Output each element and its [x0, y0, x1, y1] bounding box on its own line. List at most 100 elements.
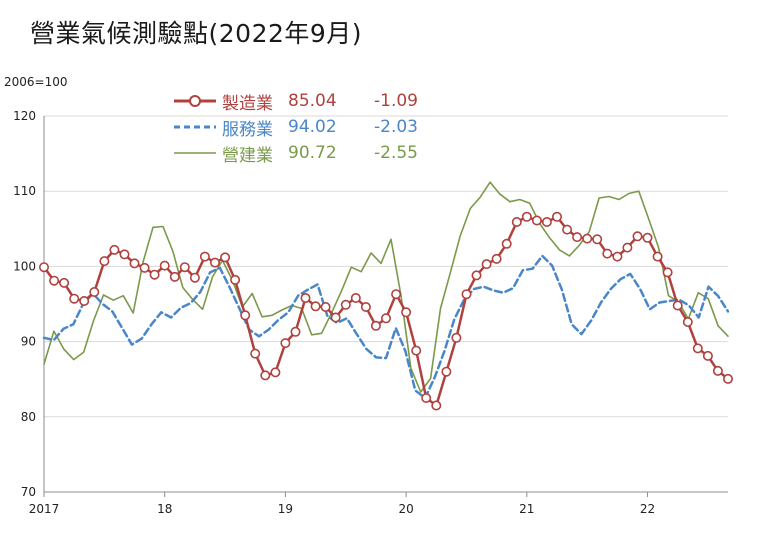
- data-point: [360, 301, 371, 312]
- data-point: [551, 211, 562, 222]
- legend-value: 85.04: [288, 91, 337, 111]
- data-point: [129, 258, 140, 269]
- data-point: [562, 224, 573, 235]
- data-point: [431, 400, 442, 411]
- y-tick-label: 120: [13, 109, 36, 123]
- series-line-2: [43, 181, 729, 393]
- data-point: [260, 370, 271, 381]
- x-tick-label: 21: [519, 502, 534, 516]
- data-point: [330, 312, 341, 323]
- legend-name: 服務業: [222, 119, 273, 140]
- x-tick-label: 19: [278, 502, 293, 516]
- data-point: [350, 292, 361, 303]
- legend-marker-manufacturing: [174, 95, 216, 107]
- legend-value: 94.02: [288, 117, 337, 137]
- data-point: [612, 251, 623, 262]
- x-tick-label: 18: [157, 502, 172, 516]
- data-point: [380, 313, 391, 324]
- legend-item-services: 服務業 94.02 -2.03: [172, 116, 434, 140]
- data-point: [441, 366, 452, 377]
- data-point: [722, 373, 733, 384]
- data-point: [642, 232, 653, 243]
- legend-value: 90.72: [288, 143, 337, 163]
- data-point: [471, 270, 482, 281]
- data-point: [702, 350, 713, 361]
- legend-change: -2.55: [374, 143, 418, 163]
- y-tick-label: 80: [21, 410, 36, 424]
- data-point: [662, 267, 673, 278]
- y-tick-label: 110: [13, 184, 36, 198]
- data-point: [491, 253, 502, 264]
- gridlines: [44, 115, 728, 418]
- data-point: [179, 262, 190, 273]
- data-point: [340, 299, 351, 310]
- y-tick-label: 100: [13, 259, 36, 273]
- data-point: [682, 316, 693, 327]
- data-point: [79, 295, 90, 306]
- data-point: [401, 307, 412, 318]
- data-point: [310, 301, 321, 312]
- legend-item-construction: 營建業 90.72 -2.55: [172, 142, 434, 166]
- data-point: [652, 251, 663, 262]
- y-tick-label: 90: [21, 335, 36, 349]
- data-point: [240, 310, 251, 321]
- data-point: [230, 274, 241, 285]
- data-point: [149, 269, 160, 280]
- data-point: [622, 242, 633, 253]
- data-point: [210, 257, 221, 268]
- data-point: [521, 211, 532, 222]
- data-point: [572, 232, 583, 243]
- data-point: [250, 348, 261, 359]
- data-point: [109, 244, 120, 255]
- data-point: [370, 320, 381, 331]
- x-tick-label: 20: [398, 502, 413, 516]
- data-point: [501, 238, 512, 249]
- data-point: [300, 292, 311, 303]
- data-point: [139, 262, 150, 273]
- data-point: [451, 332, 462, 343]
- data-point: [38, 262, 49, 273]
- data-point: [199, 251, 210, 262]
- data-point: [712, 365, 723, 376]
- x-tick-label: 2017: [29, 502, 60, 516]
- data-point: [531, 215, 542, 226]
- data-point: [592, 234, 603, 245]
- data-point: [411, 345, 422, 356]
- legend-marker-construction: [174, 152, 216, 154]
- series-lines: [38, 181, 733, 411]
- data-point: [391, 289, 402, 300]
- legend-name: 製造業: [222, 93, 273, 114]
- data-point: [602, 248, 613, 259]
- x-tick-label: 22: [640, 502, 655, 516]
- data-point: [119, 249, 130, 260]
- series-line-1: [42, 254, 730, 400]
- data-point: [320, 301, 331, 312]
- data-point: [159, 260, 170, 271]
- legend-marker-services: [174, 125, 216, 129]
- axes: 70 80 90 100 110 120 2017 18 19 20 21 22: [13, 109, 728, 516]
- y-tick-label: 70: [21, 485, 36, 499]
- data-point: [49, 275, 60, 286]
- data-point: [69, 293, 80, 304]
- data-point: [481, 259, 492, 270]
- data-point: [99, 256, 110, 267]
- data-point: [220, 252, 231, 263]
- data-point: [511, 217, 522, 228]
- data-point: [169, 271, 180, 282]
- legend-change: -1.09: [374, 91, 418, 111]
- data-point: [692, 343, 703, 354]
- chart-title: 營業氣候測驗點(2022年9月): [30, 19, 363, 48]
- data-point: [189, 272, 200, 283]
- data-point: [270, 367, 281, 378]
- data-point: [89, 286, 100, 297]
- data-point: [582, 233, 593, 244]
- data-point: [632, 231, 643, 242]
- data-point: [541, 217, 552, 228]
- data-point: [672, 300, 683, 311]
- base-year-label: 2006=100: [4, 75, 68, 89]
- data-point: [461, 289, 472, 300]
- legend-name: 營建業: [222, 145, 273, 166]
- data-point: [290, 326, 301, 337]
- data-point: [421, 392, 432, 403]
